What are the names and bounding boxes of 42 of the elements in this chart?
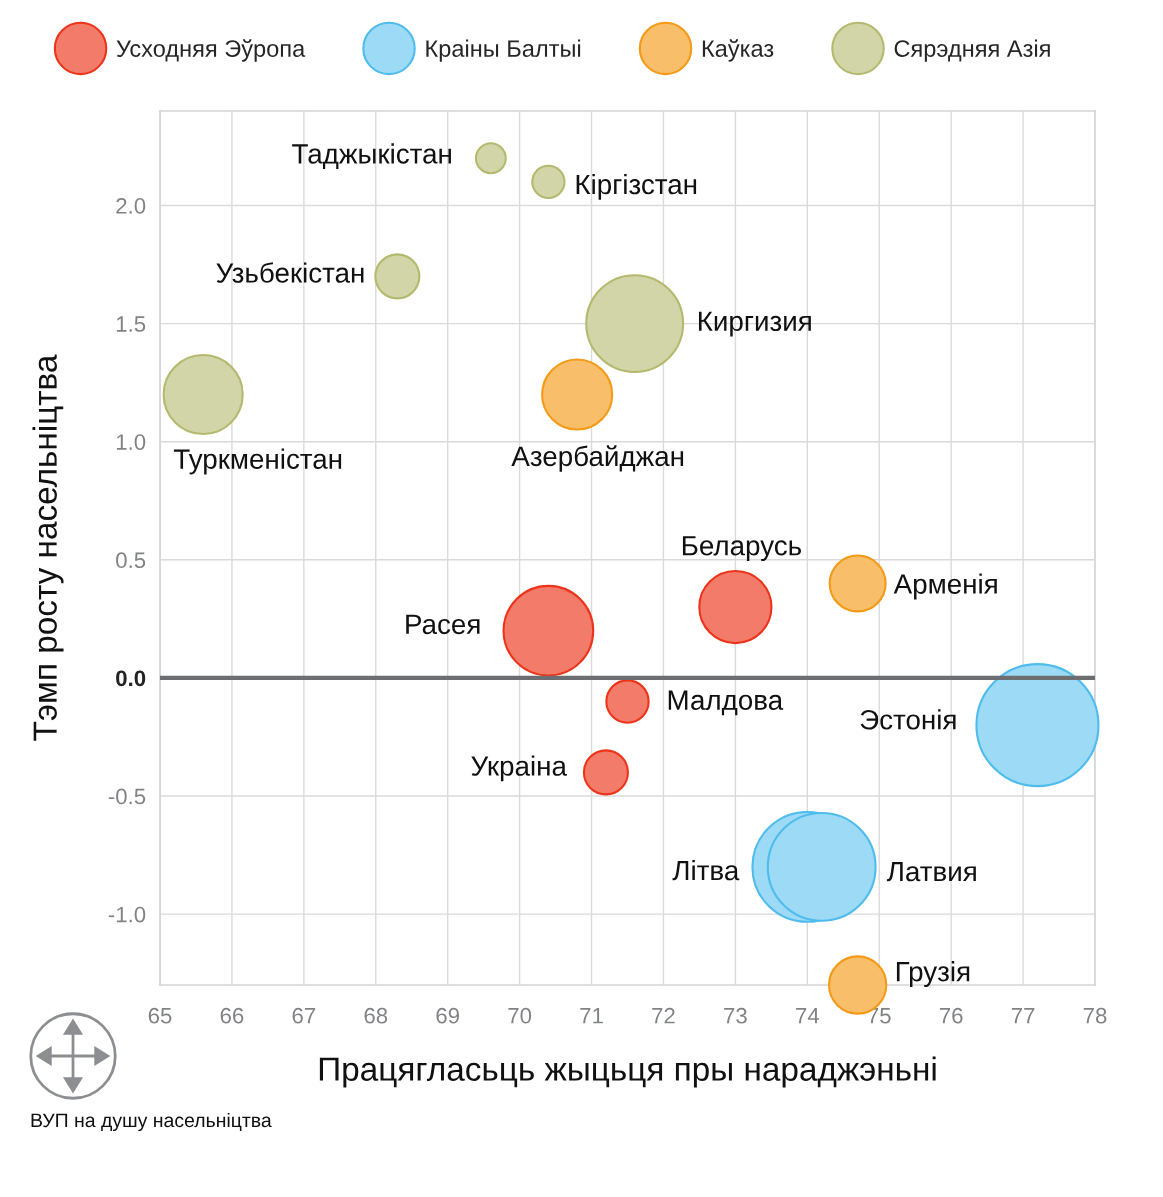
x-tick-label: 77 (1011, 1008, 1035, 1024)
y-tick-label: -1.0 (108, 906, 146, 923)
legend-label: Усходняя Эўропа (116, 39, 306, 62)
text: ВУП на душу насельніцтва (31, 1112, 272, 1132)
y-tick-label: 0.5 (116, 552, 146, 569)
x-tick-label: 72 (652, 1007, 675, 1024)
annotation: Таджыкістан (292, 143, 451, 169)
x-tick-label: 67 (292, 1007, 316, 1024)
annotation: Украіна (471, 755, 567, 782)
annotation: Малдова (668, 690, 784, 716)
y-tick-label: 2.0 (116, 198, 146, 214)
y-tick-label: -0.5 (108, 788, 146, 805)
x-tick-label: 78 (1083, 1007, 1107, 1024)
annotation: Туркменістан (173, 448, 342, 475)
x-tick-label: 68 (364, 1007, 388, 1024)
annotation: Кіргізстан (576, 173, 697, 200)
annotation: Узьбекістан (216, 262, 364, 283)
y-axis-title: Тэмп росту насельніцтва (32, 354, 64, 741)
y-tick-label: 0.0 (116, 670, 146, 687)
annotation: Літва (672, 859, 740, 881)
annotation: Грузія (896, 961, 970, 987)
legend-label: Каўказ (702, 39, 774, 62)
annotation: Расея (406, 614, 480, 635)
x-tick-label: 76 (939, 1007, 963, 1024)
x-tick-label: 65 (148, 1007, 172, 1024)
legend-label: Краіны Балтыі (426, 39, 581, 62)
annotation: Киргизия (698, 311, 811, 337)
y-tick-label: 1.5 (116, 316, 146, 332)
x-tick-label: 66 (220, 1007, 244, 1024)
legend-label: Сярэдняя Азія (894, 39, 1050, 62)
x-axis-title: Працягласьць жыцьця пры нараджэньні (319, 1056, 936, 1088)
annotation: Беларусь (682, 536, 801, 561)
x-tick-label: 73 (724, 1007, 747, 1024)
annotation: Эстонія (860, 709, 956, 730)
annotation: Азербайджан (511, 445, 684, 472)
x-tick-label: 69 (436, 1007, 459, 1024)
x-tick-label: 70 (508, 1007, 532, 1024)
y-tick-label: 1.0 (116, 434, 146, 450)
annotation: Арменія (893, 573, 997, 600)
annotation: Латвия (886, 861, 976, 882)
x-tick-label: 74 (796, 1008, 820, 1024)
x-tick-label: 71 (580, 1008, 603, 1024)
